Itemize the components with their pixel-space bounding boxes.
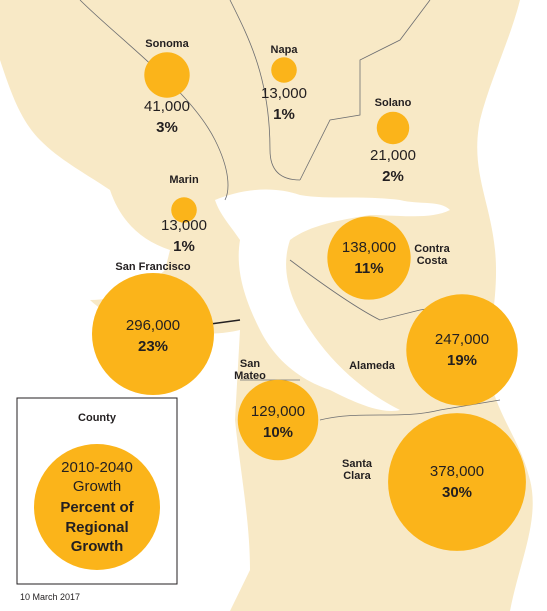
border — [319, 399, 501, 421]
water-east — [477, 0, 547, 611]
county-name: Alameda — [349, 359, 395, 372]
legend-line: Percent of Regional Growth — [60, 498, 134, 555]
growth-label: 138,000 — [341, 238, 397, 256]
water-bay-inner — [215, 189, 450, 411]
growth-bubble — [388, 413, 526, 551]
growth-label: 378,000 — [429, 462, 485, 480]
growth-label: 13,000 — [161, 216, 207, 234]
share-label: 2% — [382, 167, 404, 185]
share-label: 30% — [441, 483, 473, 501]
growth-label: 296,000 — [125, 316, 181, 334]
growth-bubble — [237, 379, 319, 461]
share-label: 3% — [156, 118, 178, 136]
share-label: 23% — [137, 337, 169, 355]
legend-line: Growth — [72, 477, 122, 495]
growth-bubble — [271, 57, 297, 83]
water-bay — [0, 60, 170, 300]
growth-bubble — [376, 111, 410, 145]
county-name: San Mateo — [234, 357, 266, 382]
growth-bubble — [171, 197, 197, 223]
share-label: 11% — [354, 259, 384, 277]
border — [289, 259, 481, 321]
legend-line: 2010-2040 — [61, 458, 133, 476]
county-name: Marin — [169, 173, 199, 186]
growth-label: 21,000 — [370, 146, 416, 164]
county-name: Contra Costa — [414, 242, 450, 267]
border — [79, 0, 229, 201]
county-name: Santa Clara — [342, 457, 372, 482]
growth-bubble — [144, 52, 190, 98]
county-borders — [79, 0, 501, 421]
county-name: San Francisco — [115, 260, 191, 273]
date: 10 March 2017 — [19, 592, 81, 603]
share-label: 10% — [262, 423, 294, 441]
county-name: Napa — [270, 43, 298, 56]
share-label: 19% — [446, 351, 478, 369]
share-label: 1% — [273, 105, 295, 123]
growth-label: 13,000 — [261, 84, 307, 102]
border — [299, 0, 431, 181]
legend-title: County — [78, 411, 116, 424]
growth-label: 129,000 — [250, 402, 306, 420]
growth-label: 247,000 — [434, 330, 490, 348]
share-label: 1% — [173, 237, 195, 255]
border — [229, 0, 301, 181]
growth-bubble — [92, 273, 214, 395]
growth-bubble — [406, 294, 518, 406]
growth-bubble — [327, 216, 411, 300]
growth-label: 41,000 — [144, 97, 190, 115]
county-name: Solano — [374, 96, 412, 109]
legend-circle — [34, 444, 160, 570]
county-name: Sonoma — [145, 37, 189, 50]
